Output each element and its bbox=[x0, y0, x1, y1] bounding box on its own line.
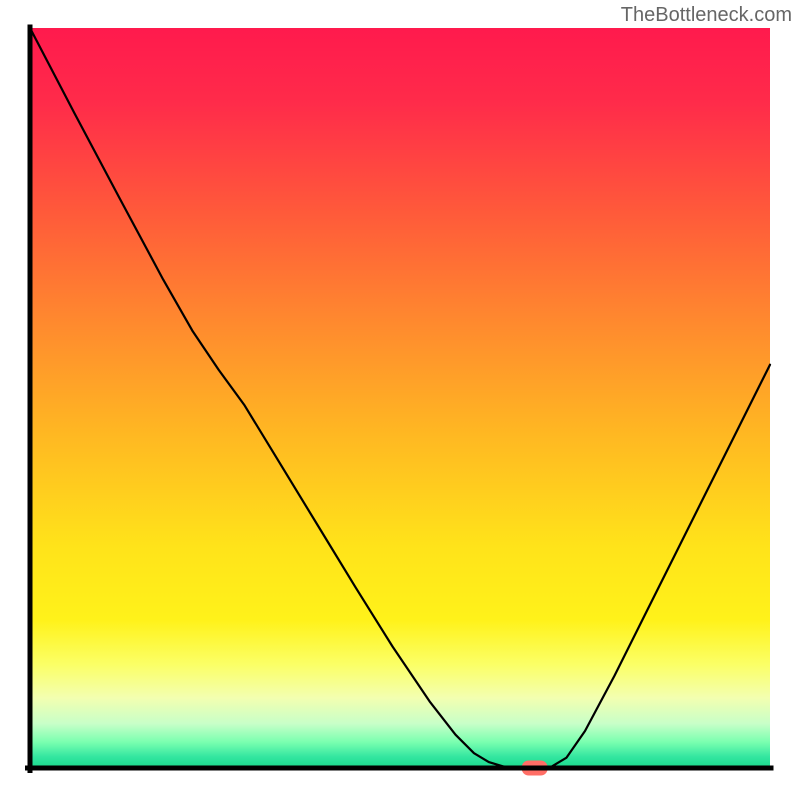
chart-svg bbox=[0, 0, 800, 800]
watermark-text: TheBottleneck.com bbox=[621, 4, 792, 27]
figure-container: TheBottleneck.com bbox=[0, 0, 800, 800]
